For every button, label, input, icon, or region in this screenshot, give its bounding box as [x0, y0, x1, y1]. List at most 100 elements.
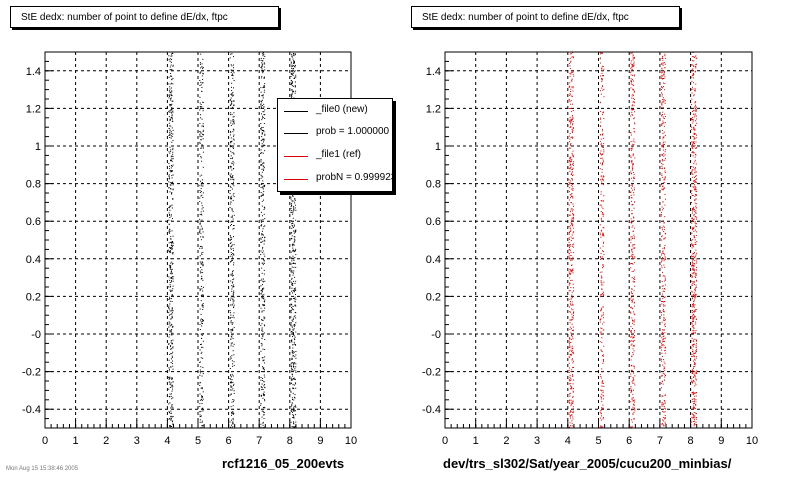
left-scatter-point	[295, 298, 297, 300]
left-scatter-point	[233, 401, 235, 403]
left-scatter-point	[201, 322, 203, 324]
right-scatter-point	[602, 390, 604, 392]
left-scatter-point	[231, 237, 233, 239]
right-scatter-point	[603, 96, 605, 98]
right-scatter-point	[630, 172, 632, 174]
right-scatter-point	[692, 351, 694, 353]
left-scatter-point	[168, 212, 170, 214]
right-scatter-point	[571, 301, 573, 303]
left-scatter-point	[202, 346, 204, 348]
left-scatter-point	[261, 65, 263, 67]
right-scatter-point	[601, 169, 603, 171]
right-scatter-point	[569, 422, 571, 424]
right-scatter-point	[601, 81, 603, 83]
right-scatter-point	[691, 416, 693, 418]
right-scatter-point	[570, 161, 572, 163]
right-scatter-point	[662, 288, 664, 290]
right-scatter-point	[570, 264, 572, 266]
left-scatter-point	[263, 239, 265, 241]
left-scatter-point	[229, 421, 231, 423]
left-scatter-point	[201, 304, 203, 306]
left-scatter-point	[201, 87, 203, 89]
left-scatter-point	[294, 304, 296, 306]
left-scatter-point	[170, 64, 172, 66]
left-scatter-point	[264, 280, 266, 282]
left-scatter-point	[263, 413, 265, 415]
right-scatter-point	[664, 176, 666, 178]
right-scatter-point	[693, 266, 695, 268]
right-scatter-point	[693, 419, 695, 421]
right-scatter-point	[661, 158, 663, 160]
right-scatter-point	[662, 275, 664, 277]
right-scatter-point	[663, 275, 665, 277]
right-scatter-point	[633, 412, 635, 414]
right-scatter-point	[633, 109, 635, 111]
left-scatter-point	[170, 160, 172, 162]
right-scatter-point	[694, 289, 696, 291]
left-scatter-point	[230, 329, 232, 331]
right-scatter-point	[662, 332, 664, 334]
left-scatter-point	[200, 318, 202, 320]
left-scatter-point	[292, 90, 294, 92]
left-y-tick-label: 1	[35, 141, 41, 153]
left-y-tick-label: 0.4	[26, 254, 41, 266]
left-scatter-point	[263, 138, 265, 140]
right-scatter-point	[692, 60, 694, 62]
left-scatter-point	[229, 255, 231, 257]
right-scatter-point	[600, 389, 602, 391]
right-scatter-point	[569, 187, 571, 189]
right-scatter-point	[664, 305, 666, 307]
left-scatter-point	[292, 298, 294, 300]
right-scatter-point	[692, 229, 694, 231]
right-scatter-point	[568, 226, 570, 228]
right-scatter-point	[634, 335, 636, 337]
left-scatter-point	[200, 180, 202, 182]
right-scatter-point	[602, 306, 604, 308]
right-scatter-point	[602, 242, 604, 244]
left-scatter-point	[232, 157, 234, 159]
left-scatter-point	[172, 188, 174, 190]
left-scatter-point	[200, 117, 202, 119]
right-scatter-point	[600, 157, 602, 159]
right-scatter-point	[602, 179, 604, 181]
right-scatter-point	[662, 120, 664, 122]
right-scatter-point	[570, 136, 572, 138]
right-scatter-point	[570, 120, 572, 122]
right-scatter-point	[694, 363, 696, 365]
left-scatter-point	[233, 214, 235, 216]
right-scatter-point	[693, 262, 695, 264]
left-scatter-point	[233, 384, 235, 386]
left-scatter-point	[169, 303, 171, 305]
right-scatter-point	[691, 170, 693, 172]
left-scatter-point	[169, 246, 171, 248]
left-scatter-point	[169, 418, 171, 420]
left-scatter-point	[172, 325, 174, 327]
right-scatter-point	[691, 247, 693, 249]
left-scatter-point	[261, 200, 263, 202]
right-scatter-point	[633, 100, 635, 102]
right-scatter-point	[569, 233, 571, 235]
left-scatter-point	[199, 246, 201, 248]
right-scatter-point	[660, 314, 662, 316]
right-scatter-point	[602, 233, 604, 235]
left-scatter-point	[233, 264, 235, 266]
right-scatter-point	[662, 160, 664, 162]
left-scatter-point	[201, 408, 203, 410]
right-scatter-point	[694, 332, 696, 334]
right-scatter-point	[692, 209, 694, 211]
left-scatter-point	[233, 139, 235, 141]
left-scatter-point	[202, 196, 204, 198]
right-scatter-point	[602, 134, 604, 136]
right-scatter-point	[694, 290, 696, 292]
right-scatter-point	[695, 110, 697, 112]
right-scatter-point	[572, 117, 574, 119]
left-scatter-point	[233, 72, 235, 74]
right-scatter-point	[692, 259, 694, 261]
left-scatter-point	[233, 129, 235, 131]
right-scatter-point	[663, 416, 665, 418]
left-scatter-point	[230, 130, 232, 132]
right-scatter-point	[660, 342, 662, 344]
left-scatter-point	[262, 281, 264, 283]
left-scatter-point	[230, 254, 232, 256]
right-scatter-point	[696, 241, 698, 243]
